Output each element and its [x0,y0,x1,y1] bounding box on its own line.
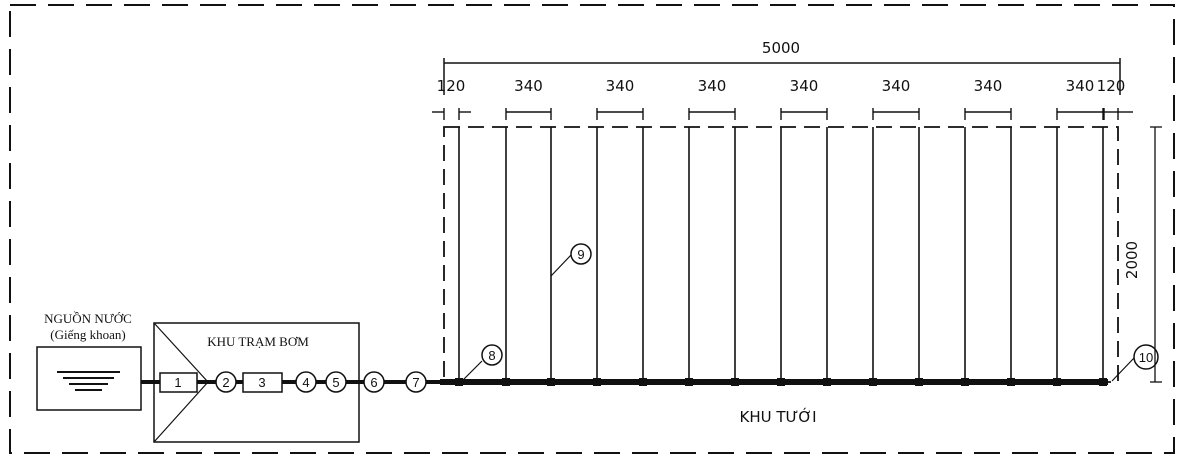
source-box [36,346,142,411]
edge-spacing-right-label: 120 [1097,77,1126,95]
callout-8-circle [481,344,503,366]
callout-9-label: 9 [577,247,584,262]
pump-station-label: KHU TRẠM BƠM [207,334,309,349]
height-label: 2000 [1123,241,1141,279]
pipe-joint [1053,378,1061,386]
pipe-joint [502,378,510,386]
callout-10-label: 10 [1139,350,1153,365]
pair-spacing-label: 340 [606,77,635,95]
component-2-label: 2 [222,375,229,390]
marker-7-label: 7 [412,375,419,390]
component-2-circle [215,371,237,393]
source-title-line2: (Giếng khoan) [50,327,125,342]
pair-spacing-label: 340 [698,77,727,95]
callout-10-leader [1111,357,1135,382]
component-5-circle [325,371,347,393]
marker-6-label: 6 [370,375,377,390]
outer-dashed-boundary [9,4,1175,454]
total-width-label: 5000 [762,39,800,57]
marker-7-circle [405,371,427,393]
component-1-label: 1 [174,375,181,390]
callout-8-label: 8 [488,348,495,363]
pump-station-diagonal-bottom [153,381,209,443]
callout-9-leader [550,253,573,277]
pipe-joint [869,378,877,386]
pair-spacing-label: 340 [882,77,911,95]
callout-10-circle [1133,344,1159,370]
component-4-label: 4 [302,375,309,390]
pump-station: KHU TRẠM BƠM 1 2 3 4 5 [153,322,360,443]
pair-spacing-label: 340 [514,77,543,95]
irrigation-area-label: KHU TƯỚI [739,407,816,426]
water-source: NGUỒN NƯỚC (Giếng khoan) [36,311,142,411]
pipe-joint [455,378,463,386]
component-3-label: 3 [258,375,265,390]
water-level-icon [57,371,120,391]
pipe-joint [1007,378,1015,386]
pair-spacing-marks [432,108,1133,120]
pipe-joint [915,378,923,386]
callout-8-leader [461,360,483,382]
pipe-joint [593,378,601,386]
irrigation-field: 9 8 10 KHU TƯỚI [443,126,1159,426]
component-5-label: 5 [332,375,339,390]
pair-spacing-label: 340 [790,77,819,95]
component-3-box [242,372,283,393]
component-1-box [159,372,198,393]
pipe-joint [961,378,969,386]
source-title-line1: NGUỒN NƯỚC [44,311,132,326]
pipe-joints [455,378,1107,386]
pair-spacing-label: 340 [974,77,1003,95]
pair-spacing-labels: 340 340 340 340 340 340 340 [514,77,1094,95]
pipe-joint [777,378,785,386]
lateral-pipes [458,127,1104,380]
pipe-joint [639,378,647,386]
pipe-joint [685,378,693,386]
edge-spacing-left-label: 120 [437,77,466,95]
pipe-joint [1099,378,1107,386]
component-4-circle [295,371,317,393]
dimensions: 5000 120 120 340 340 340 340 340 340 340 2000 [432,39,1162,383]
pair-spacing-label: 340 [1066,77,1095,95]
pipe-joint [547,378,555,386]
pipe-joint [731,378,739,386]
callout-9-circle [570,243,592,265]
pump-station-diagonal-top [153,322,209,383]
marker-6-circle [363,371,385,393]
pipe-joint [823,378,831,386]
